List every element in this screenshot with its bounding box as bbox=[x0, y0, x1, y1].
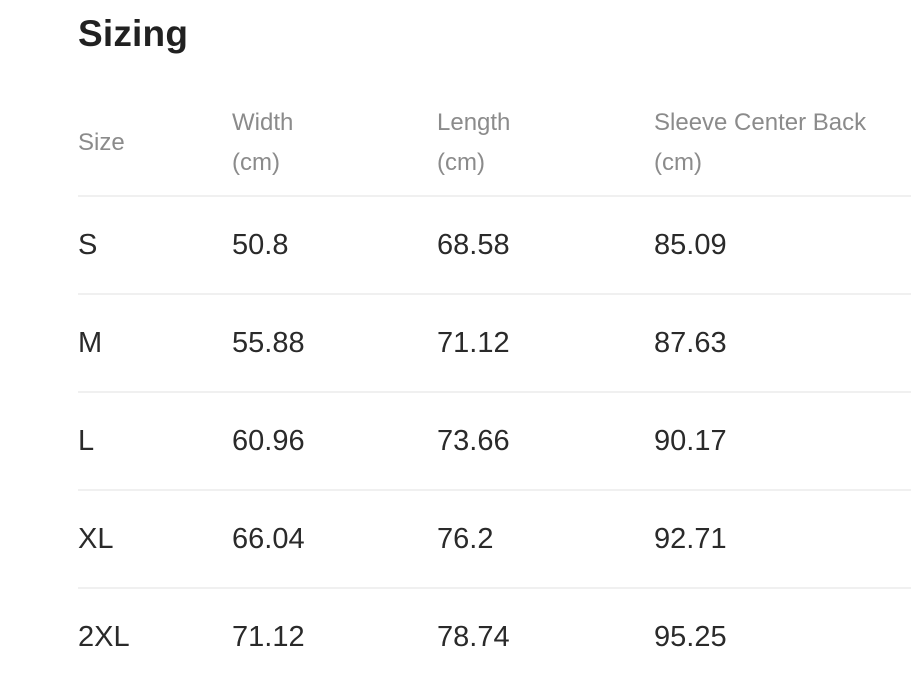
table-row-xl: XL 66.04 76.2 92.71 bbox=[78, 490, 911, 589]
cell-sleeve-center-back: 95.25 bbox=[654, 588, 911, 680]
cell-length: 78.74 bbox=[437, 588, 654, 680]
cell-size: S bbox=[78, 196, 232, 295]
table-row-l: L 60.96 73.66 90.17 bbox=[78, 392, 911, 491]
column-header-sleeve-center-back: Sleeve Center Back (cm) bbox=[654, 90, 911, 197]
cell-width: 55.88 bbox=[232, 294, 437, 393]
column-header-length: Length (cm) bbox=[437, 90, 654, 197]
cell-size: XL bbox=[78, 490, 232, 589]
table-header-row: Size Width (cm) Length (cm) Sleeve Cente… bbox=[78, 90, 911, 197]
table-row-m: M 55.88 71.12 87.63 bbox=[78, 294, 911, 393]
page-title: Sizing bbox=[78, 13, 189, 54]
cell-size: 2XL bbox=[78, 588, 232, 680]
column-header-size: Size bbox=[78, 90, 232, 197]
cell-length: 68.58 bbox=[437, 196, 654, 295]
cell-length: 76.2 bbox=[437, 490, 654, 589]
column-label: Length bbox=[437, 108, 511, 136]
cell-sleeve-center-back: 87.63 bbox=[654, 294, 911, 393]
table-row-s: S 50.8 68.58 85.09 bbox=[78, 196, 911, 295]
cell-size: L bbox=[78, 392, 232, 491]
cell-sleeve-center-back: 85.09 bbox=[654, 196, 911, 295]
cell-length: 71.12 bbox=[437, 294, 654, 393]
table-row-2xl: 2XL 71.12 78.74 95.25 bbox=[78, 588, 911, 680]
column-header-width: Width (cm) bbox=[232, 90, 437, 197]
cell-length: 73.66 bbox=[437, 392, 654, 491]
column-sublabel: (cm) bbox=[232, 148, 280, 176]
column-sublabel: (cm) bbox=[654, 148, 702, 176]
sizing-table: Size Width (cm) Length (cm) Sleeve Cente… bbox=[78, 90, 911, 680]
column-label: Width bbox=[232, 108, 294, 136]
cell-width: 71.12 bbox=[232, 588, 437, 680]
cell-width: 66.04 bbox=[232, 490, 437, 589]
column-label: Sleeve Center Back bbox=[654, 108, 867, 136]
cell-width: 60.96 bbox=[232, 392, 437, 491]
column-label: Size bbox=[78, 128, 125, 156]
column-sublabel: (cm) bbox=[437, 148, 485, 176]
cell-sleeve-center-back: 92.71 bbox=[654, 490, 911, 589]
cell-sleeve-center-back: 90.17 bbox=[654, 392, 911, 491]
cell-width: 50.8 bbox=[232, 196, 437, 295]
cell-size: M bbox=[78, 294, 232, 393]
